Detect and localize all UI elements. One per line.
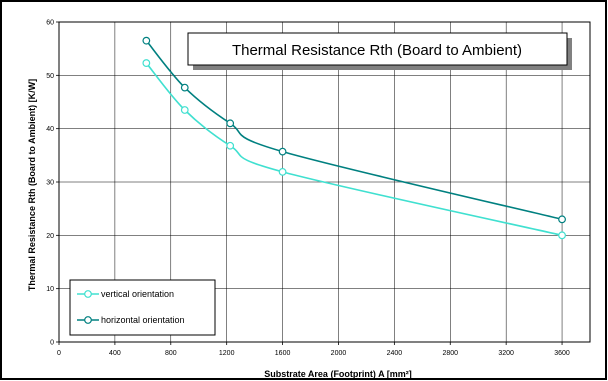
- x-tick-label: 3600: [554, 350, 570, 357]
- y-tick-label: 30: [46, 180, 54, 187]
- data-point-vertical: [180, 106, 189, 114]
- data-point-horizontal: [278, 147, 287, 156]
- data-point-vertical: [558, 231, 566, 240]
- series-line-vertical: [145, 62, 563, 237]
- data-point-vertical: [226, 141, 235, 150]
- legend-label-vertical: vertical orientation: [101, 289, 174, 299]
- y-axis-title: Thermal Resistance Rth (Board to Ambient…: [27, 79, 37, 291]
- y-tick-label: 10: [46, 286, 54, 293]
- legend-marker-vertical: [84, 290, 92, 298]
- chart-title-box: Thermal Resistance Rth (Board to Ambient…: [187, 32, 572, 70]
- x-tick-label: 800: [165, 350, 177, 357]
- legend: vertical orientation horizontal orientat…: [69, 279, 216, 336]
- x-tick-label: 2000: [331, 350, 347, 357]
- y-tick-label: 0: [50, 340, 54, 347]
- x-tick-label: 0: [57, 350, 61, 357]
- data-point-horizontal: [558, 215, 566, 224]
- data-point-vertical: [278, 167, 287, 176]
- series-line-horizontal: [145, 40, 563, 221]
- x-tick-label: 1200: [219, 350, 235, 357]
- x-tick-label: 400: [109, 350, 121, 357]
- legend-marker-horizontal: [84, 316, 92, 324]
- x-axis-title: Substrate Area (Footprint) A [mm²]: [264, 369, 412, 379]
- x-tick-label: 2400: [387, 350, 403, 357]
- y-tick-label: 60: [46, 20, 54, 27]
- x-tick-label: 1600: [275, 350, 291, 357]
- legend-label-horizontal: horizontal orientation: [101, 315, 185, 325]
- legend-box: [69, 279, 216, 336]
- data-point-horizontal: [180, 83, 189, 92]
- chart-title-panel: [187, 32, 568, 66]
- y-tick-label: 40: [46, 126, 54, 133]
- x-tick-label: 2800: [442, 350, 458, 357]
- y-tick-label: 20: [46, 233, 54, 240]
- data-point-horizontal: [142, 36, 151, 45]
- data-point-vertical: [142, 59, 151, 67]
- tick-layer: 0 400 800 1200 1600 2000 2400 2800 3200 3600 0 10 20…: [46, 20, 570, 358]
- x-tick-label: 3200: [498, 350, 514, 357]
- data-point-horizontal: [226, 119, 235, 128]
- chart-title: Thermal Resistance Rth (Board to Ambient…: [232, 42, 522, 59]
- series-layer: [142, 36, 566, 240]
- y-tick-label: 50: [46, 73, 54, 80]
